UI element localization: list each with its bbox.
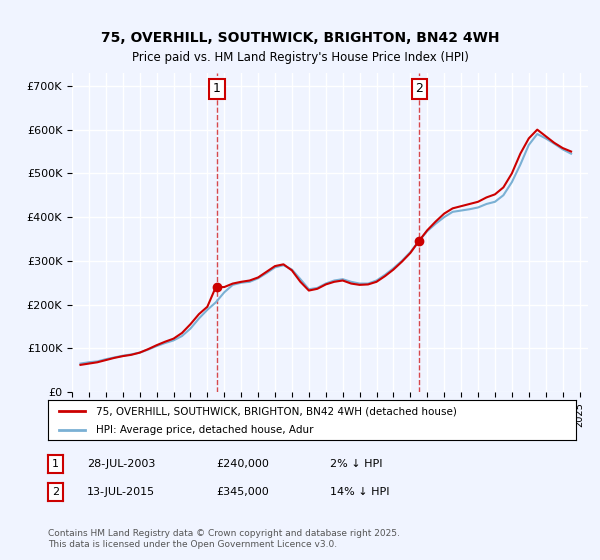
- Text: 2: 2: [415, 82, 423, 95]
- Text: 75, OVERHILL, SOUTHWICK, BRIGHTON, BN42 4WH: 75, OVERHILL, SOUTHWICK, BRIGHTON, BN42 …: [101, 31, 499, 45]
- Text: 13-JUL-2015: 13-JUL-2015: [87, 487, 155, 497]
- Text: Contains HM Land Registry data © Crown copyright and database right 2025.
This d: Contains HM Land Registry data © Crown c…: [48, 529, 400, 549]
- Text: 1: 1: [52, 459, 59, 469]
- Text: 2% ↓ HPI: 2% ↓ HPI: [330, 459, 383, 469]
- Text: Price paid vs. HM Land Registry's House Price Index (HPI): Price paid vs. HM Land Registry's House …: [131, 52, 469, 64]
- Text: 75, OVERHILL, SOUTHWICK, BRIGHTON, BN42 4WH (detached house): 75, OVERHILL, SOUTHWICK, BRIGHTON, BN42 …: [95, 407, 457, 417]
- Text: 2: 2: [52, 487, 59, 497]
- Text: £345,000: £345,000: [216, 487, 269, 497]
- Text: 28-JUL-2003: 28-JUL-2003: [87, 459, 155, 469]
- Text: 1: 1: [213, 82, 221, 95]
- Text: HPI: Average price, detached house, Adur: HPI: Average price, detached house, Adur: [95, 425, 313, 435]
- Text: 14% ↓ HPI: 14% ↓ HPI: [330, 487, 389, 497]
- Text: £240,000: £240,000: [216, 459, 269, 469]
